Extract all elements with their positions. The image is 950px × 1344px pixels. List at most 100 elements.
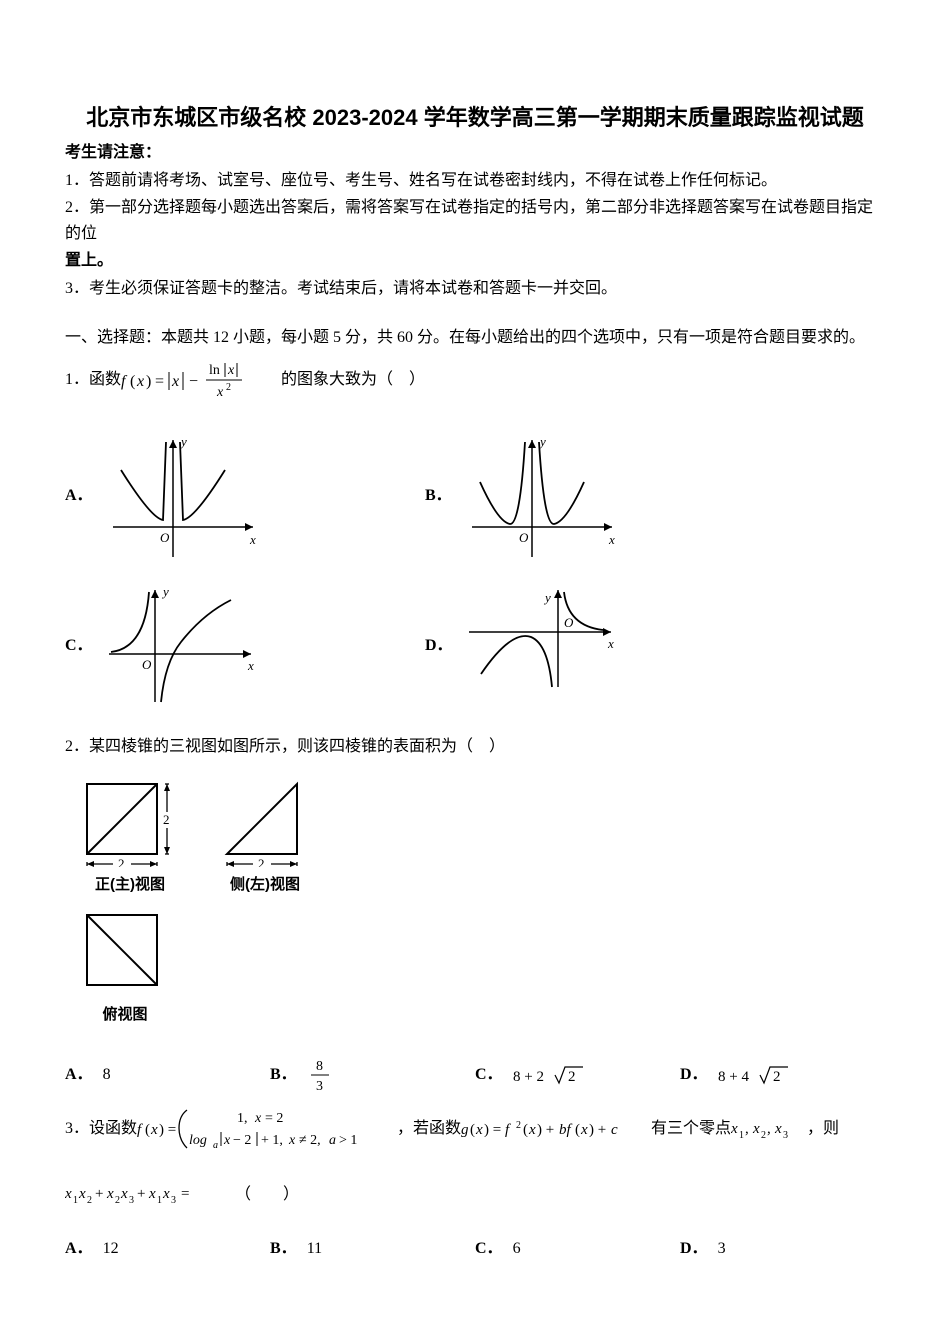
svg-text:x: x bbox=[580, 1122, 588, 1138]
front-view: 2 2 正(主)视图 bbox=[75, 772, 185, 900]
svg-text:f: f bbox=[121, 373, 128, 390]
top-view: 俯视图 bbox=[75, 907, 175, 1030]
svg-text:a: a bbox=[329, 1133, 336, 1148]
exam-page: 北京市东城区市级名校 2023-2024 学年数学高三第一学期期末质量跟踪监视试… bbox=[0, 0, 950, 1344]
option-label: B． bbox=[425, 481, 452, 511]
instruction-line: 2．第一部分选择题每小题选出答案后，需将答案写在试卷指定的括号内，第二部分非选择… bbox=[65, 195, 885, 246]
choice-label: A． bbox=[65, 1060, 93, 1090]
svg-text:x: x bbox=[223, 1133, 231, 1148]
svg-text:+ 1,: + 1, bbox=[261, 1133, 283, 1148]
svg-text:=: = bbox=[181, 1186, 189, 1202]
svg-text:x: x bbox=[216, 385, 224, 400]
svg-text:2: 2 bbox=[118, 856, 125, 867]
svg-text:x: x bbox=[120, 1186, 128, 1202]
svg-text:) +: ) + bbox=[537, 1122, 554, 1138]
svg-text:bf: bf bbox=[559, 1122, 573, 1138]
svg-text:2: 2 bbox=[516, 1120, 521, 1131]
instruction-line: 置上。 bbox=[65, 248, 885, 274]
q3-sum: x 1 x 2 + x 2 x 3 + x 1 x 3 = bbox=[65, 1182, 235, 1208]
q2-choices: A． 8 B． 8 3 C． 8 + 2 2 D． bbox=[65, 1056, 885, 1094]
choice-value: 11 bbox=[307, 1234, 322, 1264]
question-1: 1．函数 f ( x ) = x − ln x x 2 的图象大致为（ bbox=[65, 360, 885, 722]
svg-text:x: x bbox=[288, 1133, 296, 1148]
svg-text:) =: ) = bbox=[159, 1122, 176, 1138]
svg-text:2: 2 bbox=[226, 382, 231, 393]
svg-text:c: c bbox=[611, 1122, 618, 1138]
svg-text:): ) bbox=[146, 373, 151, 390]
svg-text:(: ( bbox=[575, 1122, 580, 1138]
svg-text:(: ( bbox=[130, 373, 135, 390]
svg-text:O: O bbox=[142, 657, 152, 672]
svg-text:x: x bbox=[752, 1121, 760, 1137]
svg-text:− 2: − 2 bbox=[233, 1133, 251, 1148]
svg-text:x: x bbox=[528, 1122, 536, 1138]
svg-text:1: 1 bbox=[739, 1130, 744, 1141]
instructions-header: 考生请注意： bbox=[65, 140, 885, 166]
svg-text:1: 1 bbox=[73, 1195, 78, 1206]
svg-text:−: − bbox=[189, 373, 198, 390]
exam-title: 北京市东城区市级名校 2023-2024 学年数学高三第一学期期末质量跟踪监视试… bbox=[65, 100, 885, 132]
svg-text:2: 2 bbox=[761, 1130, 766, 1141]
q1-formula: f ( x ) = x − ln x x 2 bbox=[121, 360, 281, 402]
q1-option-d: D． x y O bbox=[425, 572, 785, 722]
svg-text:x: x bbox=[607, 636, 614, 651]
svg-text:x: x bbox=[136, 373, 144, 390]
q3-choices: A． 12 B． 11 C． 6 D． 3 bbox=[65, 1234, 885, 1264]
instruction-line: 3．考生必须保证答题卡的整洁。考试结束后，请将本试卷和答题卡一并交回。 bbox=[65, 276, 885, 302]
choice-value-frac: 8 3 bbox=[307, 1056, 333, 1094]
svg-text:2: 2 bbox=[115, 1195, 120, 1206]
svg-text:1: 1 bbox=[157, 1195, 162, 1206]
svg-text:x: x bbox=[162, 1186, 170, 1202]
svg-text:3: 3 bbox=[171, 1195, 176, 1206]
svg-text:2: 2 bbox=[163, 812, 170, 827]
svg-text:log: log bbox=[189, 1133, 207, 1148]
choice-label: A． bbox=[65, 1234, 93, 1264]
svg-text:x: x bbox=[171, 373, 179, 390]
svg-text:(: ( bbox=[523, 1122, 528, 1138]
svg-text:2: 2 bbox=[258, 856, 265, 867]
svg-text:y: y bbox=[543, 590, 551, 605]
svg-text:x: x bbox=[227, 363, 235, 378]
q1-graph-c: x y O bbox=[103, 582, 263, 712]
svg-text:+: + bbox=[137, 1186, 145, 1202]
svg-text:ln: ln bbox=[209, 363, 220, 378]
svg-text:8 + 2: 8 + 2 bbox=[513, 1069, 544, 1085]
svg-text:y: y bbox=[161, 584, 169, 599]
choice-label: D． bbox=[680, 1060, 708, 1090]
q1-option-a: A． x y O bbox=[65, 422, 425, 572]
svg-text:x: x bbox=[475, 1122, 483, 1138]
choice-label: B． bbox=[270, 1234, 297, 1264]
q3-eq-paren: （ ） bbox=[235, 1180, 299, 1210]
svg-text:x: x bbox=[150, 1122, 158, 1138]
svg-text:O: O bbox=[519, 530, 529, 545]
q3-piecewise: f ( x ) = 1, x = 2 log a x − 2 + 1, x ≠ … bbox=[137, 1104, 397, 1154]
svg-text:1,: 1, bbox=[237, 1111, 248, 1126]
svg-text:3: 3 bbox=[316, 1079, 323, 1094]
svg-text:(: ( bbox=[145, 1122, 150, 1138]
svg-text:8: 8 bbox=[316, 1059, 323, 1074]
choice-label: D． bbox=[680, 1234, 708, 1264]
choice-value: 8 bbox=[103, 1060, 111, 1090]
svg-text:x: x bbox=[106, 1186, 114, 1202]
q1-suffix: 的图象大致为（ ） bbox=[281, 365, 425, 395]
q2-views: 2 2 正(主)视图 bbox=[75, 772, 885, 1038]
svg-text:≠ 2,: ≠ 2, bbox=[299, 1133, 321, 1148]
svg-text:x: x bbox=[608, 532, 615, 547]
side-caption: 侧(左)视图 bbox=[230, 871, 300, 900]
front-caption: 正(主)视图 bbox=[95, 871, 165, 900]
svg-text:2: 2 bbox=[568, 1069, 576, 1085]
q2-text: 2．某四棱锥的三视图如图所示，则该四棱锥的表面积为（ ） bbox=[65, 732, 885, 762]
question-2: 2．某四棱锥的三视图如图所示，则该四棱锥的表面积为（ ） 2 bbox=[65, 732, 885, 1094]
choice-value-sqrt: 8 + 2 2 bbox=[513, 1063, 593, 1087]
svg-text:f: f bbox=[137, 1122, 143, 1138]
choice-label: C． bbox=[475, 1060, 503, 1090]
q1-option-b: B． x y O bbox=[425, 422, 785, 572]
q1-option-c: C． x y O bbox=[65, 572, 425, 722]
svg-text:,: , bbox=[745, 1121, 749, 1137]
svg-text:2: 2 bbox=[773, 1069, 781, 1085]
q3-gfunc: g ( x ) = f 2 ( x ) + bf ( x ) + c bbox=[461, 1116, 651, 1142]
option-label: D． bbox=[425, 631, 453, 661]
choice-label: C． bbox=[475, 1234, 503, 1264]
svg-text:=: = bbox=[155, 373, 164, 390]
svg-text:= 2: = 2 bbox=[265, 1111, 283, 1126]
